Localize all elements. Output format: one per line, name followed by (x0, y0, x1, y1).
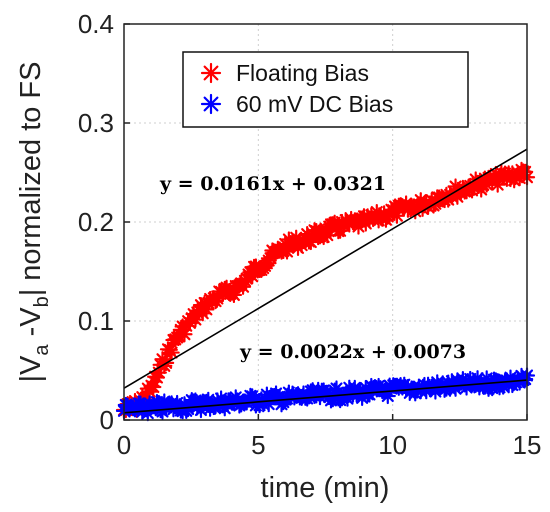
y-tick-label: 0.2 (78, 207, 114, 237)
series-dc-bias (115, 367, 536, 422)
y-axis-label-part-b: -V (15, 307, 47, 345)
legend: Floating Bias 60 mV DC Bias (182, 51, 469, 128)
data-point (163, 344, 180, 361)
x-tick-label: 5 (251, 430, 265, 460)
legend-asterisk (200, 62, 222, 84)
x-tick-label: 15 (513, 430, 542, 460)
fit-line-dc-bias (123, 379, 528, 414)
data-point (328, 380, 345, 397)
legend-label-floating-bias: Floating Bias (236, 60, 369, 86)
ticks: 0 5 10 15 0 0.1 0.2 0.3 0.4 (78, 9, 542, 460)
y-tick-label: 0.4 (78, 9, 114, 39)
y-tick-label: 0 (100, 405, 114, 435)
fit-lines (123, 148, 528, 414)
y-axis-label-part-c: | normalized to FS (15, 62, 47, 297)
y-axis-label-sub-b: b (31, 296, 53, 307)
legend-marker-dc-bias (200, 93, 222, 115)
data-points (115, 161, 536, 422)
y-axis-label-sub-a: a (31, 344, 53, 356)
y-tick-label: 0.1 (78, 306, 114, 336)
y-axis-label-part-a: |V (15, 355, 47, 383)
legend-box (182, 51, 469, 128)
legend-label-dc-bias: 60 mV DC Bias (236, 91, 393, 117)
y-tick-label: 0.3 (78, 108, 114, 138)
y-axis-label: |Va -Vb| normalized to FS (15, 62, 53, 383)
legend-asterisk (200, 93, 222, 115)
fit-equation-dc: y = 0.0022x + 0.0073 (239, 341, 466, 363)
fit-line-floating-bias (123, 148, 528, 389)
fit-equation-floating: y = 0.0161x + 0.0321 (159, 173, 386, 195)
x-tick-label: 10 (378, 430, 407, 460)
x-axis-label: time (min) (261, 472, 390, 504)
x-tick-label: 0 (117, 430, 131, 460)
legend-marker-floating-bias (200, 62, 222, 84)
